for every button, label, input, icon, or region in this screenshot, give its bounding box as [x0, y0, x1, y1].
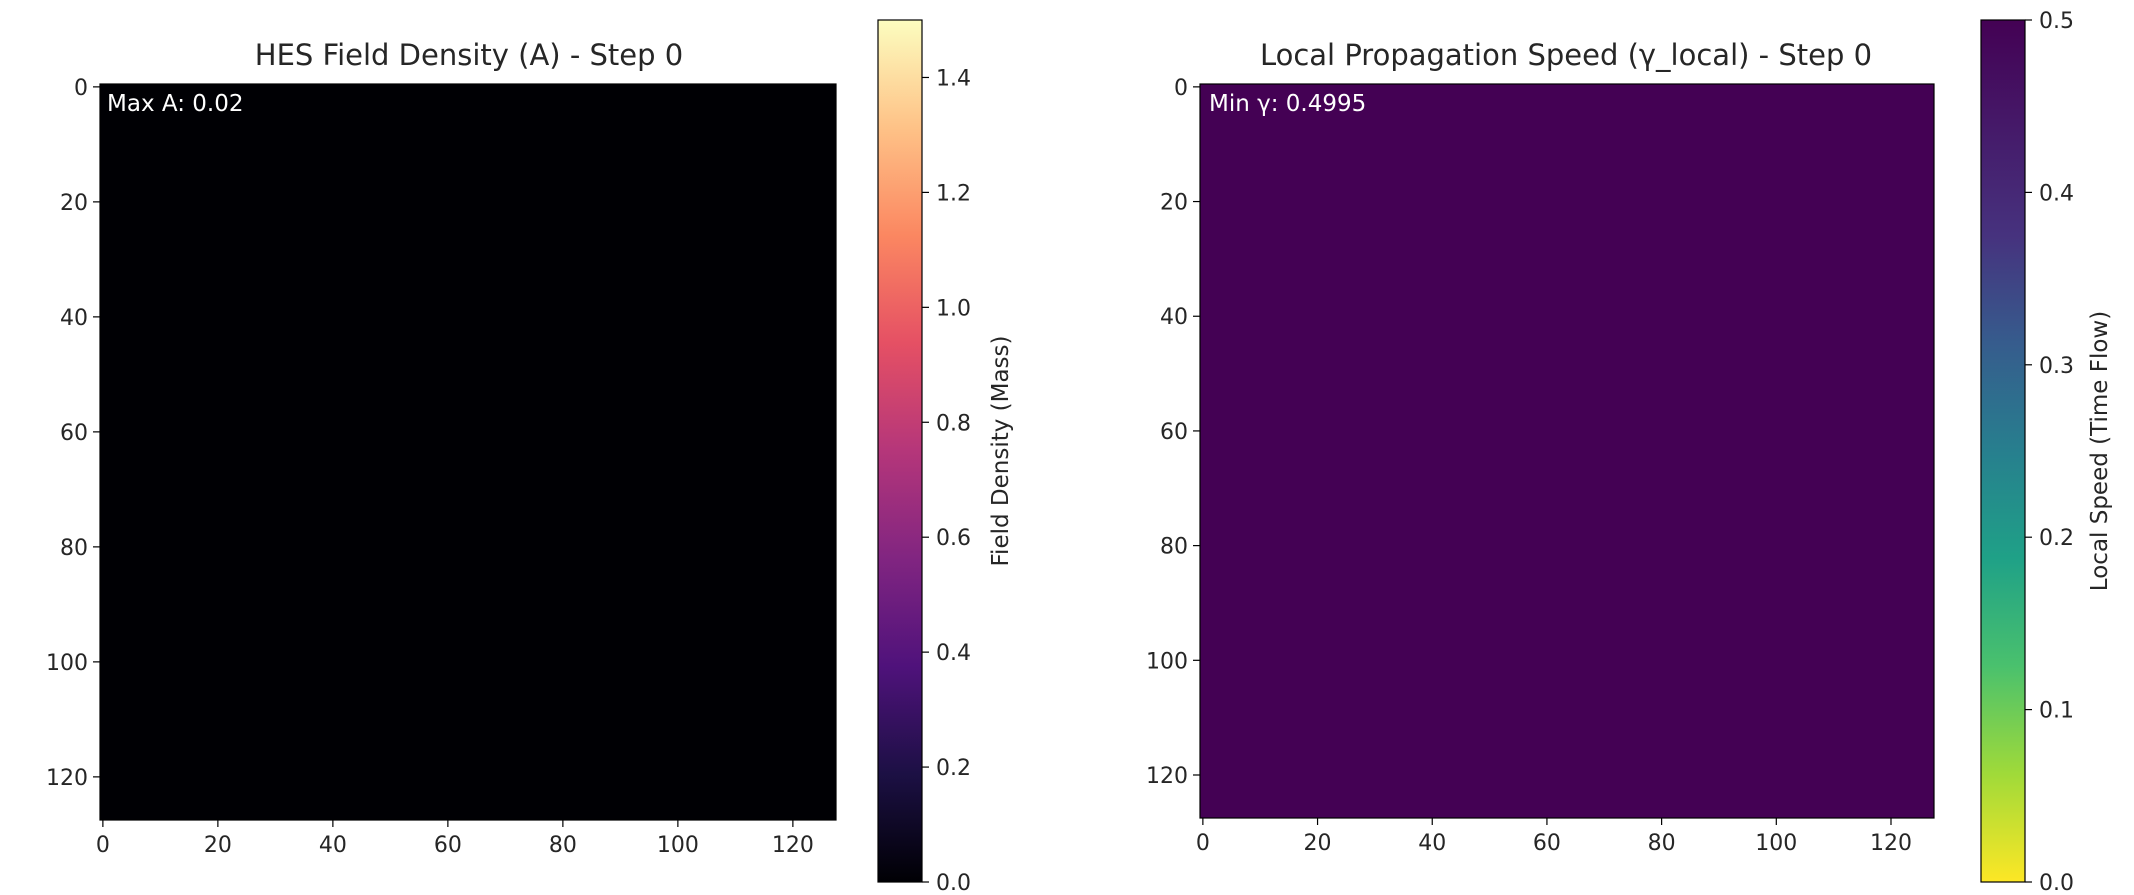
colorbar-tick-label: 1.0	[936, 296, 971, 321]
y-tick-label: 60	[60, 421, 88, 446]
colorbar-label: Local Speed (Time Flow)	[2087, 311, 2113, 591]
x-tick-label: 20	[204, 833, 232, 858]
heatmap-field	[1199, 83, 1935, 819]
max-annotation: Max A: 0.02	[107, 91, 243, 117]
chart-title: HES Field Density (A) - Step 0	[255, 38, 683, 72]
y-tick-label: 40	[1160, 305, 1188, 330]
x-tick-label: 120	[772, 833, 814, 858]
x-tick-label: 40	[319, 833, 347, 858]
y-tick-label: 0	[74, 76, 88, 101]
colorbar-tick-label: 0.5	[2039, 9, 2074, 34]
colorbar-tick-label: 0.4	[936, 641, 971, 666]
x-axis: 0 20 40 60 80 100 120	[1196, 818, 1912, 856]
x-tick-label: 120	[1870, 831, 1912, 856]
colorbar-label: Field Density (Mass)	[988, 336, 1014, 567]
colorbar-tick-label: 0.4	[2039, 181, 2074, 206]
y-tick-label: 80	[1160, 535, 1188, 560]
y-axis: 0 20 40 60 80 100 120	[46, 76, 100, 791]
y-tick-label: 40	[60, 306, 88, 331]
y-tick-label: 100	[1146, 649, 1188, 674]
chart-title: Local Propagation Speed (γ_local) - Step…	[1260, 38, 1872, 72]
colorbar-tick-label: 0.2	[2039, 526, 2074, 551]
colorbar-tick-label: 1.4	[936, 66, 971, 91]
x-tick-label: 0	[96, 833, 110, 858]
y-tick-label: 20	[1160, 191, 1188, 216]
y-tick-label: 0	[1174, 76, 1188, 101]
colorbar-tick-label: 0.0	[2039, 871, 2074, 895]
colorbar-axis: 0.0 0.2 0.4 0.6 0.8 1.0 1.2 1.4	[922, 66, 971, 895]
heatmap-field	[99, 83, 837, 821]
x-tick-label: 40	[1418, 831, 1446, 856]
x-axis: 0 20 40 60 80 100 120	[96, 820, 814, 858]
y-tick-label: 120	[46, 766, 88, 791]
colorbar-tick-label: 0.0	[936, 871, 971, 895]
field-density-panel: HES Field Density (A) - Step 0 Max A: 0.…	[46, 19, 1014, 895]
y-axis: 0 20 40 60 80 100 120	[1146, 76, 1200, 789]
y-tick-label: 120	[1146, 764, 1188, 789]
x-tick-label: 60	[434, 833, 462, 858]
x-tick-label: 60	[1533, 831, 1561, 856]
colorbar	[1980, 19, 2026, 883]
colorbar-tick-label: 0.8	[936, 411, 971, 436]
colorbar-tick-label: 0.3	[2039, 354, 2074, 379]
min-annotation: Min γ: 0.4995	[1209, 91, 1366, 117]
y-tick-label: 100	[46, 651, 88, 676]
y-tick-label: 60	[1160, 420, 1188, 445]
propagation-speed-panel: Local Propagation Speed (γ_local) - Step…	[1146, 9, 2113, 895]
y-tick-label: 80	[60, 536, 88, 561]
x-tick-label: 80	[549, 833, 577, 858]
x-tick-label: 100	[1755, 831, 1797, 856]
colorbar-tick-label: 0.6	[936, 526, 971, 551]
x-tick-label: 20	[1304, 831, 1332, 856]
colorbar-tick-label: 1.2	[936, 181, 971, 206]
x-tick-label: 80	[1648, 831, 1676, 856]
x-tick-label: 0	[1196, 831, 1210, 856]
colorbar	[877, 19, 923, 883]
y-tick-label: 20	[60, 191, 88, 216]
colorbar-axis: 0.0 0.1 0.2 0.3 0.4 0.5	[2025, 9, 2074, 895]
x-tick-label: 100	[657, 833, 699, 858]
colorbar-tick-label: 0.2	[936, 756, 971, 781]
colorbar-tick-label: 0.1	[2039, 699, 2074, 724]
